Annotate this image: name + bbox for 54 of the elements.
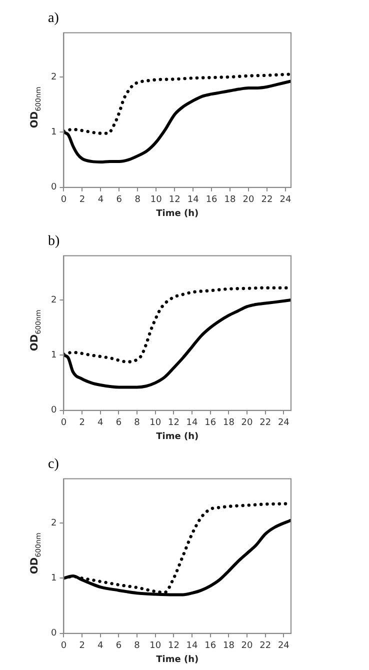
- x-tick-label: 16: [204, 641, 216, 652]
- x-tick-label: 22: [260, 641, 272, 652]
- x-tick-label: 2: [79, 418, 85, 428]
- y-tick-label: 2: [50, 295, 57, 306]
- x-tick-label: 14: [186, 641, 198, 652]
- x-tick-label: 16: [206, 195, 218, 206]
- x-tick-label: 22: [260, 418, 272, 428]
- x-tick-label: 4: [98, 641, 104, 652]
- x-tick-label: 24: [280, 195, 292, 206]
- x-axis-title: Time (h): [156, 208, 199, 219]
- x-tick-label: 20: [242, 195, 254, 206]
- y-tick-label: 2: [50, 72, 57, 82]
- y-tick-label: 0: [50, 628, 57, 639]
- y-tick-label: 0: [50, 406, 57, 416]
- x-tick-label: 8: [134, 195, 141, 206]
- x-tick-label: 24: [278, 418, 290, 428]
- x-tick-label: 0: [60, 418, 67, 428]
- y-tick-label: 1: [50, 128, 57, 138]
- x-tick-label: 18: [222, 418, 235, 428]
- x-tick-label: 14: [186, 418, 198, 428]
- x-tick-label: 16: [204, 418, 216, 428]
- x-tick-label: 4: [98, 195, 104, 206]
- x-tick-label: 20: [241, 641, 254, 652]
- x-tick-label: 10: [150, 418, 162, 428]
- x-tick-label: 24: [278, 641, 290, 652]
- x-tick-label: 6: [116, 195, 122, 206]
- x-tick-label: 22: [261, 195, 273, 206]
- x-tick-label: 2: [79, 641, 85, 652]
- x-axis-title: Time (h): [156, 432, 199, 442]
- x-tick-label: 2: [79, 195, 86, 206]
- y-tick-label: 1: [50, 350, 57, 361]
- x-tick-label: 8: [134, 418, 140, 428]
- x-tick-label: 8: [134, 641, 140, 652]
- x-tick-label: 0: [60, 195, 67, 206]
- x-tick-label: 18: [224, 195, 236, 206]
- x-tick-label: 18: [222, 641, 235, 652]
- x-tick-label: 12: [168, 418, 180, 428]
- x-tick-label: 10: [150, 195, 162, 206]
- x-tick-label: 4: [98, 418, 104, 428]
- y-tick-label: 1: [50, 574, 57, 584]
- chart-title: b): [48, 234, 60, 250]
- y-tick-label: 0: [50, 182, 57, 193]
- x-tick-label: 12: [168, 641, 180, 652]
- x-tick-label: 6: [116, 641, 122, 652]
- x-axis-title: Time (h): [156, 654, 199, 665]
- x-tick-label: 14: [187, 195, 200, 206]
- chart-title: a): [48, 11, 60, 26]
- x-tick-label: 10: [150, 641, 162, 652]
- x-tick-label: 20: [241, 418, 254, 428]
- x-tick-label: 0: [60, 641, 67, 652]
- x-tick-label: 6: [116, 418, 122, 428]
- x-tick-label: 12: [168, 195, 180, 206]
- y-tick-label: 2: [50, 518, 57, 528]
- chart-title: c): [48, 457, 60, 472]
